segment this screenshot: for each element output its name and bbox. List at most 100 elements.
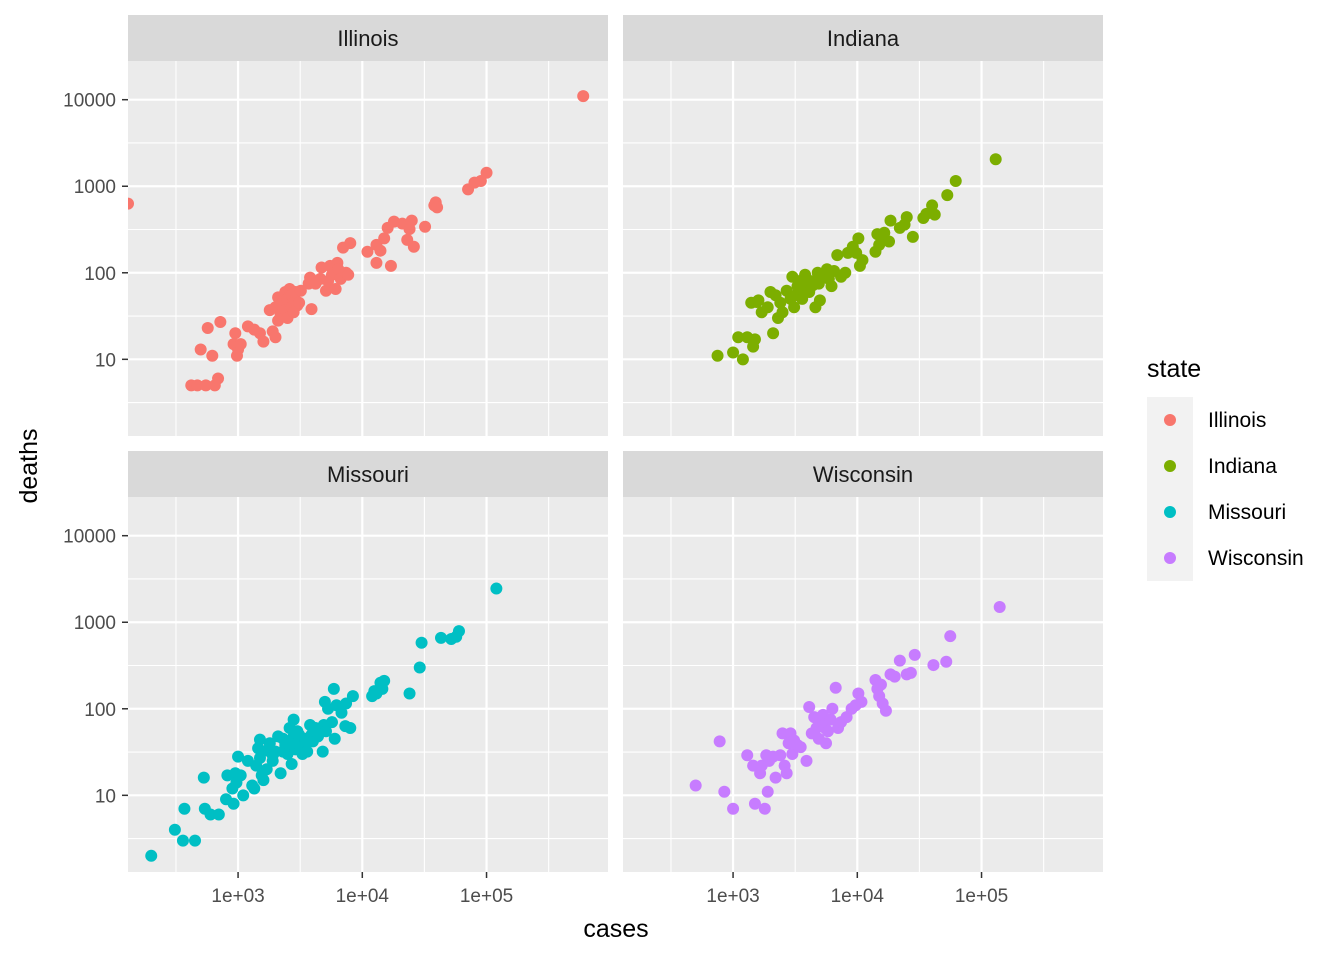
x-tick-label: 1e+05 xyxy=(460,886,513,907)
data-point xyxy=(407,240,420,253)
data-point xyxy=(831,249,844,262)
data-point xyxy=(237,789,250,802)
data-point xyxy=(253,733,266,746)
data-points xyxy=(128,90,590,392)
data-point xyxy=(761,785,774,798)
legend: state Illinois Indiana Missouri Wisconsin xyxy=(1147,355,1304,581)
data-point xyxy=(826,702,839,715)
data-point xyxy=(761,301,774,314)
legend-label: Wisconsin xyxy=(1208,547,1304,570)
data-point xyxy=(769,771,782,784)
data-point xyxy=(852,232,865,245)
data-point xyxy=(293,296,306,309)
data-point xyxy=(767,327,780,340)
data-point xyxy=(944,630,957,643)
data-point xyxy=(993,600,1006,613)
data-point xyxy=(206,349,219,362)
x-tick-label: 1e+04 xyxy=(336,886,390,907)
data-point xyxy=(405,214,418,227)
legend-key-point xyxy=(1164,460,1176,472)
data-points xyxy=(711,153,1002,366)
data-point xyxy=(908,648,921,661)
data-point xyxy=(839,266,852,279)
data-point xyxy=(374,244,387,257)
data-point xyxy=(774,749,787,762)
data-point xyxy=(234,338,247,351)
data-point xyxy=(361,245,374,258)
data-point xyxy=(194,343,207,356)
data-point xyxy=(191,379,204,392)
data-point xyxy=(435,631,448,644)
data-point xyxy=(378,674,391,687)
data-point xyxy=(257,335,270,348)
data-point xyxy=(824,713,837,726)
data-point xyxy=(820,737,833,750)
data-point xyxy=(419,220,432,233)
data-point xyxy=(232,750,245,763)
facet-panel-missouri: Missouri 10 100 1000 10000 1e+03 1e+04 1e+05 xyxy=(63,451,608,907)
data-point xyxy=(577,90,590,103)
data-point xyxy=(413,661,426,674)
data-point xyxy=(855,695,868,708)
data-point xyxy=(689,779,702,792)
data-point xyxy=(900,211,913,224)
data-point xyxy=(949,174,962,187)
x-tick-label: 1e+03 xyxy=(706,886,759,907)
data-point xyxy=(748,797,761,810)
data-point xyxy=(344,721,357,734)
data-point xyxy=(344,237,357,250)
data-point xyxy=(904,666,917,679)
data-point xyxy=(212,808,225,821)
data-point xyxy=(199,379,212,392)
data-point xyxy=(227,797,240,810)
data-point xyxy=(269,331,282,344)
y-tick-label: 10000 xyxy=(63,91,116,112)
data-point xyxy=(927,659,940,672)
data-point xyxy=(168,823,181,836)
data-point xyxy=(741,749,754,762)
data-point xyxy=(260,763,273,776)
data-point xyxy=(325,716,338,729)
data-point xyxy=(342,268,355,281)
facet-strip xyxy=(128,15,608,61)
data-point xyxy=(829,681,842,694)
panel-background xyxy=(623,497,1103,872)
data-points xyxy=(689,600,1006,815)
y-tick-label: 100 xyxy=(84,700,116,721)
data-point xyxy=(214,315,227,328)
data-point xyxy=(403,687,416,700)
data-point xyxy=(378,232,391,245)
data-point xyxy=(727,802,740,815)
legend-label: Missouri xyxy=(1208,501,1286,524)
y-tick-label: 100 xyxy=(84,264,116,285)
data-point xyxy=(788,301,801,314)
data-point xyxy=(711,349,724,362)
facet-panel-illinois: Illinois 10 100 1000 10000 xyxy=(63,15,608,436)
facet-strip-label: Wisconsin xyxy=(813,462,913,487)
data-point xyxy=(335,706,348,719)
legend-label: Illinois xyxy=(1208,409,1266,432)
data-point xyxy=(188,834,201,847)
data-point xyxy=(780,767,793,780)
data-points xyxy=(145,582,503,862)
data-point xyxy=(879,704,892,717)
data-point xyxy=(813,294,826,307)
facet-strip-label: Indiana xyxy=(827,26,900,51)
data-point xyxy=(776,306,789,319)
data-point xyxy=(285,758,298,771)
data-point xyxy=(888,670,901,683)
legend-key-point xyxy=(1164,552,1176,564)
data-point xyxy=(145,849,158,862)
data-point xyxy=(370,256,383,269)
data-point xyxy=(786,748,799,761)
data-point xyxy=(883,235,896,248)
data-point xyxy=(856,254,869,267)
data-point xyxy=(747,759,760,772)
data-point xyxy=(305,303,318,316)
data-point xyxy=(319,284,332,297)
data-point xyxy=(718,785,731,798)
legend-label: Indiana xyxy=(1208,455,1277,478)
data-point xyxy=(204,808,217,821)
x-axis-title: cases xyxy=(583,915,648,943)
y-tick-label: 10 xyxy=(95,786,116,807)
